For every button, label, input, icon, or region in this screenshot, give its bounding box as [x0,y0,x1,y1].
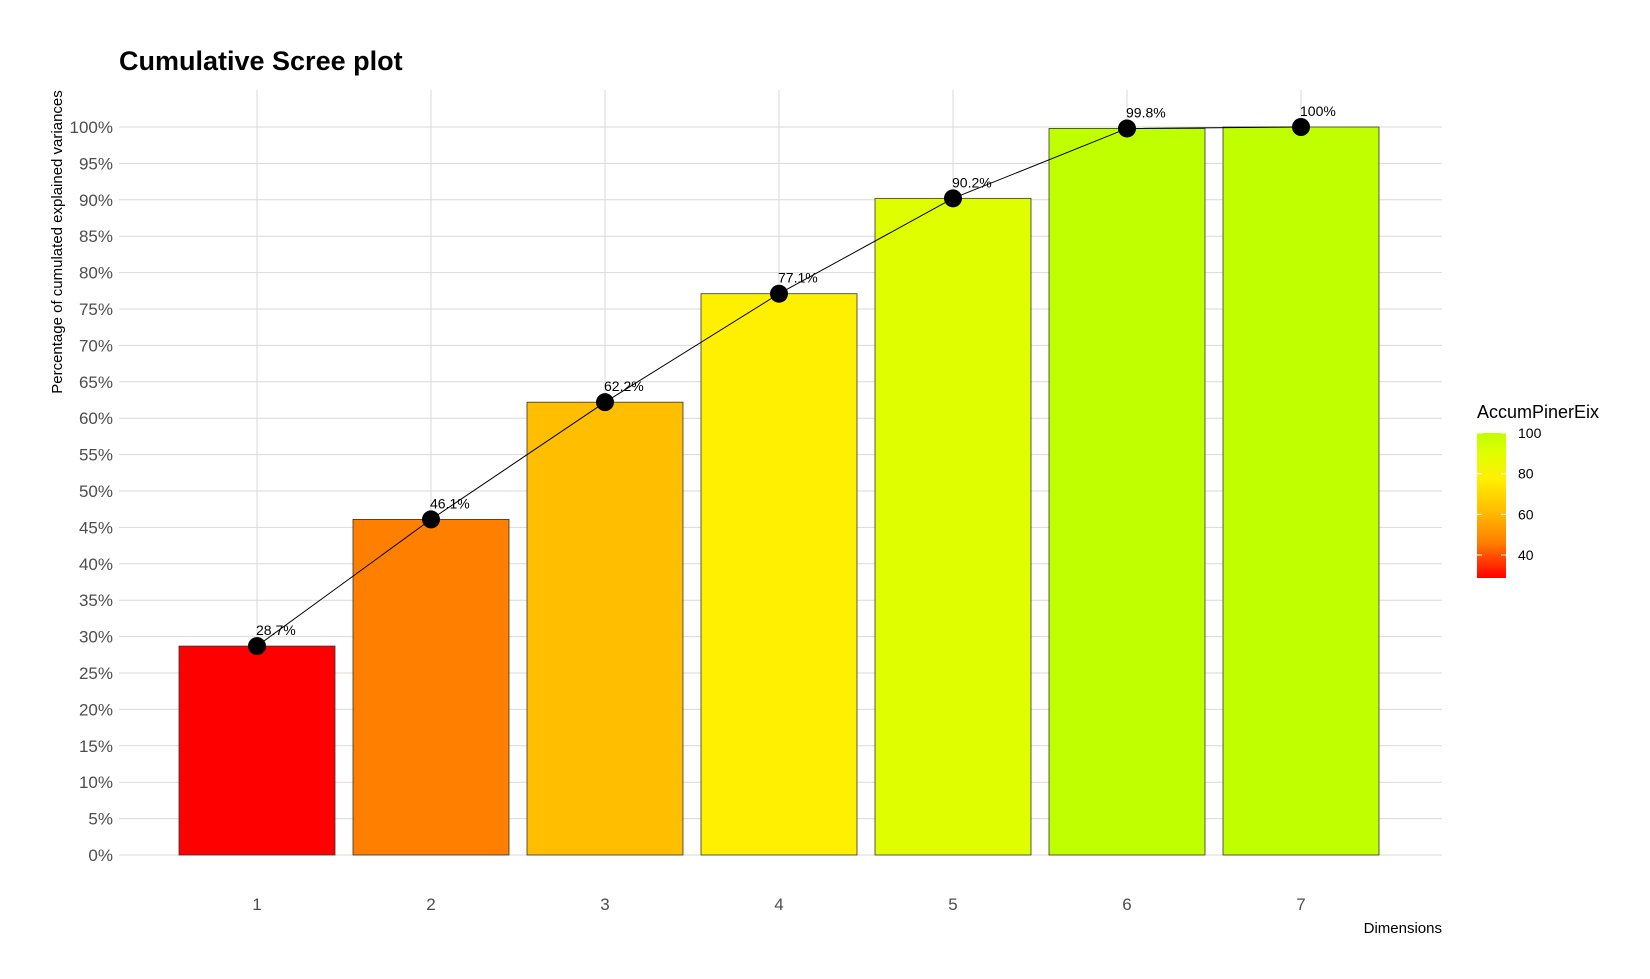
point-dim-7 [1292,118,1310,136]
y-tick-label-60: 60% [79,409,113,428]
x-tick-label-6: 6 [1122,895,1131,914]
point-dim-1 [248,637,266,656]
y-tick-label-30: 30% [79,628,113,647]
bar-dim-3 [526,401,684,856]
x-axis-ticks: 1 2 3 4 5 6 7 [252,895,1305,914]
data-label-dim-4: 77.1% [778,270,818,286]
x-tick-label-3: 3 [600,895,609,914]
x-axis-title: Dimensions [1364,920,1442,937]
bar-dim-5 [874,197,1032,856]
bar-dim-1 [178,645,336,856]
y-tick-label-5: 5% [88,810,113,829]
chart-title: Cumulative Scree plot [119,46,403,76]
x-tick-label-2: 2 [426,895,435,914]
data-label-dim-7: 100% [1300,103,1336,119]
x-tick-label-1: 1 [252,895,261,914]
data-label-dim-5: 90.2% [952,174,992,190]
point-dim-2 [422,510,440,529]
legend-tick-label-40: 40 [1518,547,1534,563]
color-legend: AccumPinerEix 40 60 80 100 [1477,402,1599,578]
data-label-dim-3: 62.2% [604,378,644,394]
legend-title: AccumPinerEix [1477,402,1599,422]
y-tick-label-95: 95% [79,154,113,173]
y-tick-label-75: 75% [79,300,113,319]
legend-tick-label-80: 80 [1518,466,1534,482]
y-tick-label-10: 10% [79,773,113,792]
y-tick-label-65: 65% [79,373,113,392]
y-tick-label-90: 90% [79,191,113,210]
bar-dim-6 [1048,128,1206,856]
point-dim-6 [1118,119,1136,138]
legend-color-bar [1477,433,1506,578]
y-tick-label-0: 0% [88,846,113,865]
x-tick-label-7: 7 [1296,895,1305,914]
y-tick-label-70: 70% [79,336,113,355]
y-tick-label-40: 40% [79,555,113,574]
y-tick-label-45: 45% [79,518,113,537]
bar-series [178,126,1380,856]
x-tick-label-5: 5 [948,895,957,914]
bar-dim-7 [1222,126,1380,856]
data-label-dim-6: 99.8% [1126,104,1166,120]
y-tick-label-25: 25% [79,664,113,683]
cumulative-line-series [248,118,1310,656]
data-labels: 28.7% 46.1% 62.2% 77.1% 90.2% 99.8% 100% [256,103,1336,638]
x-tick-label-4: 4 [774,895,783,914]
y-tick-label-50: 50% [79,482,113,501]
y-tick-label-85: 85% [79,227,113,246]
point-dim-4 [770,284,788,303]
point-dim-3 [596,393,614,412]
data-label-dim-2: 46.1% [430,495,470,511]
y-tick-label-20: 20% [79,700,113,719]
legend-tick-label-100: 100 [1518,425,1542,441]
bar-dim-4 [700,293,858,856]
y-tick-label-100: 100% [70,118,113,137]
legend-ticks: 40 60 80 100 [1477,425,1542,563]
data-label-dim-1: 28.7% [256,622,296,638]
y-axis-title: Percentage of cumulated explained varian… [49,90,66,394]
legend-tick-label-60: 60 [1518,506,1534,522]
y-tick-label-15: 15% [79,737,113,756]
y-tick-label-80: 80% [79,264,113,283]
y-tick-label-35: 35% [79,591,113,610]
point-dim-5 [944,189,962,208]
bar-dim-2 [352,518,510,856]
y-tick-label-55: 55% [79,446,113,465]
y-axis-ticks: 0% 5% 10% 15% 20% 25% 30% 35% 40% 45% 50% 55% 60% 65%… [70,118,113,865]
